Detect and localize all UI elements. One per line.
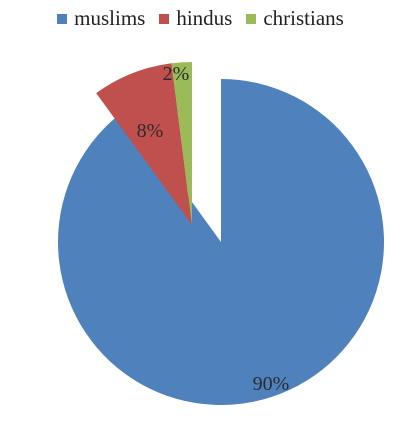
legend-label-muslims: muslims — [74, 6, 146, 30]
legend-item-muslims: muslims — [57, 6, 145, 31]
legend-item-christians: christians — [246, 6, 344, 31]
data-label-muslims: 90% — [253, 373, 290, 395]
legend-item-hindus: hindus — [159, 6, 232, 31]
legend-swatch-muslims — [57, 13, 68, 24]
pie-slice-hindus — [96, 63, 192, 225]
data-label-hindus: 8% — [137, 120, 164, 142]
data-label-christians: 2% — [163, 63, 190, 85]
legend-swatch-christians — [246, 13, 257, 24]
pie-slice-muslims — [57, 79, 384, 405]
chart-legend: muslims hindus christians — [0, 6, 401, 31]
pie-slice-christians — [171, 62, 192, 225]
legend-label-hindus: hindus — [176, 6, 233, 30]
legend-swatch-hindus — [159, 13, 170, 24]
legend-label-christians: christians — [263, 6, 344, 30]
